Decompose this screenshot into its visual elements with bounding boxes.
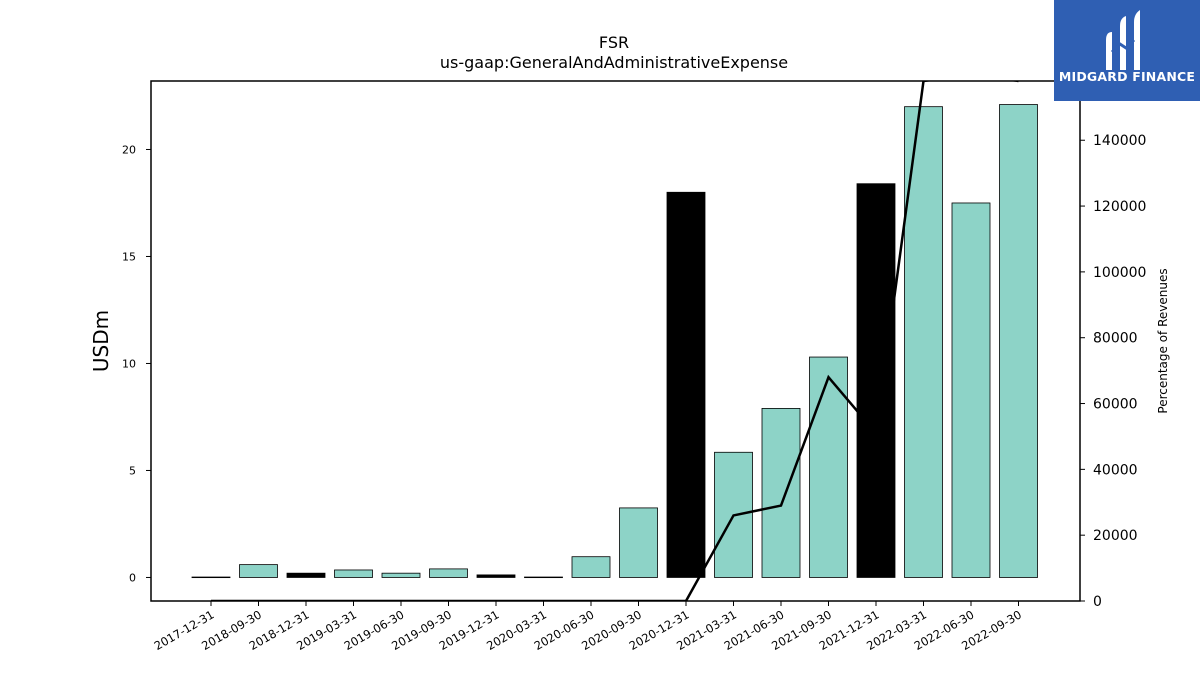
bar — [761, 408, 801, 578]
bar — [334, 569, 373, 578]
bar — [571, 556, 611, 578]
y2-tick-label: 20000 — [1093, 528, 1138, 544]
y2-tick-label: 60000 — [1093, 397, 1138, 413]
y2-tick-label: 80000 — [1093, 331, 1138, 347]
bar — [904, 106, 943, 578]
y-tick-label: 0 — [129, 571, 136, 584]
y2-axis-label: Percentage of Revenues — [1156, 268, 1170, 413]
bar — [191, 576, 231, 579]
bar — [951, 202, 991, 578]
bar — [429, 568, 468, 578]
bar — [856, 183, 896, 578]
y2-tick-label: 0 — [1093, 594, 1102, 610]
y-tick-label: 5 — [129, 464, 136, 477]
y2-tick-label: 140000 — [1093, 133, 1146, 149]
bars-group — [191, 104, 1038, 579]
y2-tick-label: 40000 — [1093, 462, 1138, 478]
y-axis-label: USDm — [89, 310, 113, 372]
bar — [286, 572, 326, 578]
chart-subtitle: us-gaap:GeneralAndAdministrativeExpense — [439, 53, 789, 72]
y2-tick-label: 120000 — [1093, 199, 1146, 215]
y2-tick-label: 100000 — [1093, 265, 1146, 281]
y-tick-label: 15 — [122, 250, 136, 263]
midgard-finance-logo: MIDGARD FINANCE — [1054, 0, 1200, 101]
bar — [619, 507, 658, 578]
bar — [809, 356, 848, 578]
line-series — [211, 81, 1019, 601]
bar — [476, 574, 516, 578]
bar — [524, 576, 563, 579]
logo-text: MIDGARD FINANCE — [1058, 69, 1196, 84]
chart-title: FSR — [598, 33, 630, 52]
bar — [239, 564, 278, 578]
bar — [999, 104, 1038, 578]
bar — [381, 572, 421, 578]
y-tick-label: 10 — [122, 357, 136, 370]
plot-frame — [150, 80, 1081, 602]
bar — [666, 191, 706, 578]
midgard-logo-icon — [1106, 10, 1140, 70]
y-tick-label: 20 — [122, 143, 136, 156]
